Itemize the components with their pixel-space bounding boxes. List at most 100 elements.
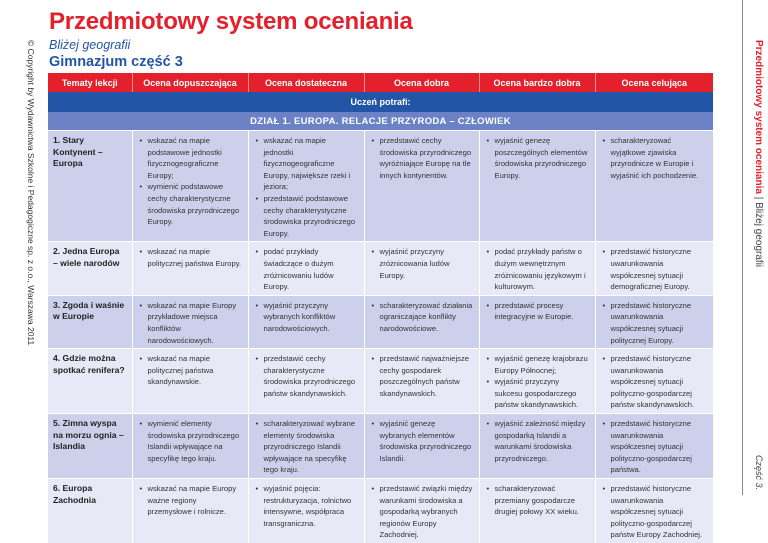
- margin-divider: [742, 0, 743, 495]
- requirement-item: wskazać na mapie podstawowe jednostki fi…: [139, 135, 242, 181]
- requirement-cell: przedstawić najważniejsze cechy gospodar…: [364, 348, 480, 414]
- requirement-cell: przedstawić procesy integracyjne w Europ…: [479, 294, 596, 349]
- requirement-cell: przedstawić historyczne uwarunkowania ws…: [595, 478, 713, 543]
- requirement-list: wskazać na mapie Europy ważne regiony pr…: [139, 483, 242, 518]
- requirement-item: scharakteryzować wyjątkowe zjawiska przy…: [602, 135, 708, 181]
- requirement-cell: wyjaśnić genezę krajobrazu Europy Północ…: [479, 348, 596, 414]
- requirement-item: wyjaśnić przyczyny wybranych konfliktów …: [255, 300, 358, 335]
- requirement-cell: wyjaśnić genezę wybranych elementów środ…: [364, 413, 480, 479]
- series-title: Bliżej geografii: [49, 38, 131, 52]
- requirement-list: wyjaśnić genezę wybranych elementów środ…: [371, 418, 473, 464]
- requirement-item: przedstawić podstawowe cechy charakterys…: [255, 193, 358, 239]
- requirement-cell: wyjaśnić przyczyny wybranych konfliktów …: [248, 294, 365, 349]
- section-title: DZIAŁ 1. EUROPA. RELACJE PRZYRODA – CZŁO…: [48, 112, 713, 131]
- column-header: Tematy lekcji: [48, 73, 133, 92]
- side-header: Przedmiotowy system oceniania | Bliżej g…: [753, 40, 764, 268]
- requirement-item: przedstawić historyczne uwarunkowania ws…: [602, 353, 708, 411]
- requirement-item: wyjaśnić przyczyny zróżnicowania ludów E…: [371, 246, 473, 281]
- requirement-item: wyjaśnić genezę poszczególnych elementów…: [486, 135, 589, 181]
- requirement-cell: przedstawić historyczne uwarunkowania ws…: [595, 348, 713, 414]
- column-header: Ocena bardzo dobra: [479, 73, 596, 92]
- requirement-item: wskazać na mapie jednostki fizycznogeogr…: [255, 135, 358, 193]
- requirement-cell: przedstawić historyczne uwarunkowania ws…: [595, 413, 713, 479]
- requirement-cell: scharakteryzować wyjątkowe zjawiska przy…: [595, 129, 713, 242]
- requirement-list: wyjaśnić genezę krajobrazu Europy Północ…: [486, 353, 589, 411]
- requirement-item: przedstawić historyczne uwarunkowania ws…: [602, 483, 708, 541]
- requirement-item: przedstawić cechy charakterystyczne środ…: [255, 353, 358, 399]
- table-row: 5. Zimna wyspa na morzu ognia – Islandia…: [48, 413, 713, 479]
- requirement-list: przedstawić historyczne uwarunkowania ws…: [602, 483, 708, 541]
- requirement-cell: wskazać na mapie politycznej państwa ska…: [132, 348, 249, 414]
- requirement-list: wyjaśnić zależność między gospodarką Isl…: [486, 418, 589, 464]
- requirement-item: przedstawić cechy środowiska przyrodnicz…: [371, 135, 473, 181]
- requirement-cell: przedstawić historyczne uwarunkowania ws…: [595, 241, 713, 296]
- requirement-list: wskazać na mapie jednostki fizycznogeogr…: [255, 135, 358, 239]
- requirement-item: wyjaśnić zależność między gospodarką Isl…: [486, 418, 589, 464]
- requirement-list: wskazać na mapie Europy przykładowe miej…: [139, 300, 242, 346]
- requirement-cell: wskazać na mapie politycznej państwa Eur…: [132, 241, 249, 296]
- requirement-item: wskazać na mapie politycznej państwa ska…: [139, 353, 242, 388]
- side-title: Przedmiotowy system oceniania: [753, 40, 764, 194]
- lesson-topic: 6. Europa Zachodnia: [48, 478, 133, 543]
- requirement-cell: wskazać na mapie Europy ważne regiony pr…: [132, 478, 249, 543]
- requirement-list: przedstawić historyczne uwarunkowania ws…: [602, 418, 708, 476]
- page-title: Przedmiotowy system oceniania: [49, 8, 413, 35]
- grading-table: Tematy lekcji Ocena dopuszczająca Ocena do…: [48, 73, 713, 543]
- requirement-cell: scharakteryzować wybrane elementy środow…: [248, 413, 365, 479]
- requirement-item: wymienić podstawowe cechy charakterystyc…: [139, 181, 242, 227]
- requirement-item: wskazać na mapie Europy ważne regiony pr…: [139, 483, 242, 518]
- lesson-topic: 2. Jedna Europa – wiele narodów: [48, 241, 133, 296]
- requirement-list: scharakteryzować wyjątkowe zjawiska przy…: [602, 135, 708, 181]
- requirement-cell: wskazać na mapie podstawowe jednostki fi…: [132, 129, 249, 242]
- lesson-topic: 5. Zimna wyspa na morzu ognia – Islandia: [48, 413, 133, 479]
- requirement-list: wyjaśnić przyczyny zróżnicowania ludów E…: [371, 246, 473, 281]
- requirement-cell: scharakteryzować działania ograniczające…: [364, 294, 480, 349]
- requirement-list: przedstawić związki między warunkami śro…: [371, 483, 473, 541]
- requirement-list: przedstawić historyczne uwarunkowania ws…: [602, 246, 708, 292]
- requirement-cell: przedstawić związki między warunkami śro…: [364, 478, 480, 543]
- requirement-item: przedstawić związki między warunkami śro…: [371, 483, 473, 541]
- requirement-item: scharakteryzować przemiany gospodarcze d…: [486, 483, 589, 518]
- requirement-list: scharakteryzować przemiany gospodarcze d…: [486, 483, 589, 518]
- requirement-item: przedstawić historyczne uwarunkowania ws…: [602, 418, 708, 476]
- requirement-list: scharakteryzować działania ograniczające…: [371, 300, 473, 335]
- requirement-item: wymienić elementy środowiska przyrodnicz…: [139, 418, 242, 464]
- side-subtitle: Bliżej geografii: [753, 202, 764, 268]
- requirement-item: przedstawić najważniejsze cechy gospodar…: [371, 353, 473, 399]
- requirement-cell: wyjaśnić pojęcia: restrukturyzacja, roln…: [248, 478, 365, 543]
- column-header: Ocena dobra: [364, 73, 480, 92]
- requirement-item: przedstawić historyczne uwarunkowania ws…: [602, 246, 708, 292]
- requirement-list: podać przykłady świadczące o dużym zróżn…: [255, 246, 358, 292]
- requirement-list: wskazać na mapie politycznej państwa ska…: [139, 353, 242, 388]
- requirement-item: podać przykłady świadczące o dużym zróżn…: [255, 246, 358, 292]
- requirement-cell: wyjaśnić zależność między gospodarką Isl…: [479, 413, 596, 479]
- requirement-list: wyjaśnić genezę poszczególnych elementów…: [486, 135, 589, 181]
- requirement-cell: wymienić elementy środowiska przyrodnicz…: [132, 413, 249, 479]
- column-headers: Tematy lekcji Ocena dopuszczająca Ocena do…: [48, 73, 713, 92]
- requirement-item: scharakteryzować wybrane elementy środow…: [255, 418, 358, 476]
- copyright-text: © Copyright by Wydawnictwa Szkolne i Ped…: [26, 40, 36, 346]
- requirement-list: wskazać na mapie politycznej państwa Eur…: [139, 246, 242, 269]
- requirement-list: przedstawić najważniejsze cechy gospodar…: [371, 353, 473, 399]
- requirement-item: przedstawić historyczne uwarunkowania ws…: [602, 300, 708, 346]
- requirement-cell: wskazać na mapie Europy przykładowe miej…: [132, 294, 249, 349]
- requirement-item: wyjaśnić pojęcia: restrukturyzacja, roln…: [255, 483, 358, 529]
- lesson-topic: 4. Gdzie można spotkać renifera?: [48, 348, 133, 414]
- requirement-item: wskazać na mapie politycznej państwa Eur…: [139, 246, 242, 269]
- copyright-note: © Copyright by Wydawnictwa Szkolne i Ped…: [24, 40, 38, 345]
- table-row: 3. Zgoda i waśnie w Europiewskazać na ma…: [48, 294, 713, 349]
- requirement-list: przedstawić historyczne uwarunkowania ws…: [602, 300, 708, 346]
- requirement-item: podać przykłady państw o dużym wewnętrzn…: [486, 246, 589, 292]
- column-header: Ocena dopuszczająca: [132, 73, 249, 92]
- requirement-item: wyjaśnić przyczyny sukcesu gospodarczego…: [486, 376, 589, 411]
- requirement-cell: przedstawić historyczne uwarunkowania ws…: [595, 294, 713, 349]
- requirement-item: scharakteryzować działania ograniczające…: [371, 300, 473, 335]
- requirement-list: przedstawić cechy charakterystyczne środ…: [255, 353, 358, 399]
- requirement-cell: przedstawić cechy charakterystyczne środ…: [248, 348, 365, 414]
- requirement-list: wyjaśnić pojęcia: restrukturyzacja, roln…: [255, 483, 358, 529]
- requirement-list: przedstawić procesy integracyjne w Europ…: [486, 300, 589, 323]
- column-header: Ocena dostateczna: [248, 73, 365, 92]
- requirement-list: przedstawić cechy środowiska przyrodnicz…: [371, 135, 473, 181]
- level-title: Gimnazjum część 3: [49, 54, 183, 70]
- requirement-cell: wskazać na mapie jednostki fizycznogeogr…: [248, 129, 365, 242]
